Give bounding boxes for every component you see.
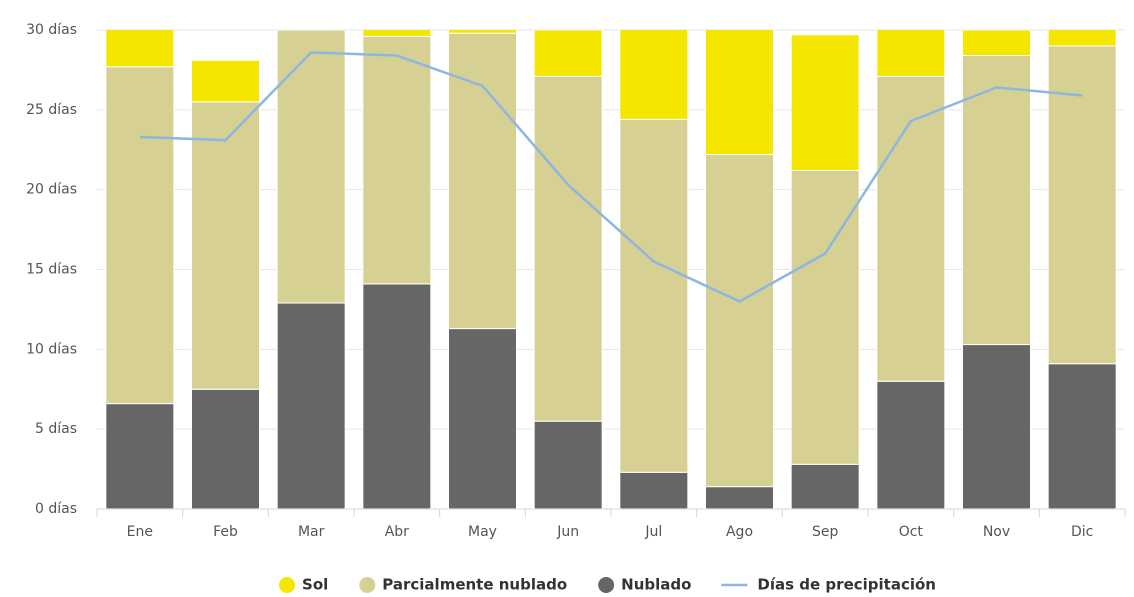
bar-segment — [362, 30, 432, 37]
legend-item[interactable]: Parcialmente nublado — [359, 576, 567, 594]
bar-segment — [962, 30, 1031, 57]
bar-segment — [191, 59, 260, 103]
legend-label: Nublado — [621, 576, 691, 594]
y-tick-label: 15 días — [26, 262, 77, 278]
bar-segment — [362, 283, 432, 509]
bar-segment — [105, 403, 175, 509]
bar-segment — [790, 463, 860, 509]
bar-segment — [533, 420, 603, 509]
x-tick-label: Ene — [127, 524, 153, 540]
x-tick-label: Sep — [812, 524, 839, 540]
x-tick-label: Mar — [298, 524, 325, 540]
x-tick-label: Abr — [385, 524, 409, 540]
bar-segment — [876, 30, 946, 77]
legend-label: Parcialmente nublado — [382, 576, 567, 594]
bar-segment — [619, 118, 689, 473]
bar-segment — [276, 302, 346, 509]
bar-segment — [962, 55, 1031, 346]
bar-segment — [619, 471, 689, 509]
legend-item[interactable]: Nublado — [598, 576, 691, 594]
legend-symbol — [598, 577, 615, 593]
bar-segment — [790, 34, 860, 172]
x-tick-label: Jul — [644, 524, 662, 540]
bar-segment — [448, 32, 517, 330]
x-tick-label: Oct — [899, 524, 924, 540]
bar-segment — [191, 388, 260, 509]
bar-segment — [619, 30, 689, 120]
bar-segment — [448, 30, 517, 34]
y-tick-label: 10 días — [26, 341, 77, 357]
y-tick-label: 20 días — [26, 182, 77, 198]
bars — [105, 30, 1117, 509]
bar-segment — [1047, 45, 1117, 365]
bar-segment — [533, 30, 603, 77]
y-tick-label: 25 días — [26, 102, 77, 118]
bar-segment — [105, 30, 175, 68]
bar-segment — [705, 154, 774, 488]
legend-label: Sol — [302, 576, 328, 594]
bar-segment — [276, 30, 346, 304]
y-tick-label: 30 días — [26, 22, 77, 38]
bar-segment — [1047, 363, 1117, 509]
legend-item[interactable]: Sol — [279, 576, 328, 594]
x-tick-label: Ago — [726, 524, 753, 540]
legend-label: Días de precipitación — [757, 576, 936, 594]
x-tick-label: Jun — [556, 524, 579, 540]
x-tick-label: Feb — [213, 524, 238, 540]
legend-item[interactable]: Días de precipitación — [721, 576, 936, 594]
bar-segment — [1047, 30, 1117, 47]
bar-segment — [191, 101, 260, 390]
bar-segment — [705, 486, 774, 509]
legend: Sol Parcialmente nublado Nublado Días de pr… — [279, 576, 936, 594]
bar-segment — [276, 30, 346, 31]
x-tick-label: Nov — [983, 524, 1010, 540]
bar-segment — [962, 344, 1031, 509]
bar-segment — [448, 328, 517, 509]
bar-segment — [105, 66, 175, 405]
line — [139, 51, 1083, 303]
legend-symbol — [279, 577, 296, 593]
y-tick-label: 5 días — [35, 421, 77, 437]
bar-segment — [705, 30, 774, 156]
bar-segment — [362, 35, 432, 285]
grid: 0 días 5 días 10 días 15 días 20 días 25 días… — [26, 22, 1126, 540]
x-tick-label: May — [468, 524, 497, 540]
bar-segment — [876, 75, 946, 382]
y-tick-label: 0 días — [35, 501, 77, 517]
x-tick-label: Dic — [1071, 524, 1093, 540]
bar-segment — [533, 75, 603, 422]
bar-segment — [876, 380, 946, 509]
legend-symbol — [359, 577, 376, 593]
foreground: Sol Parcialmente nublado Nublado Días de pr… — [139, 51, 1083, 594]
